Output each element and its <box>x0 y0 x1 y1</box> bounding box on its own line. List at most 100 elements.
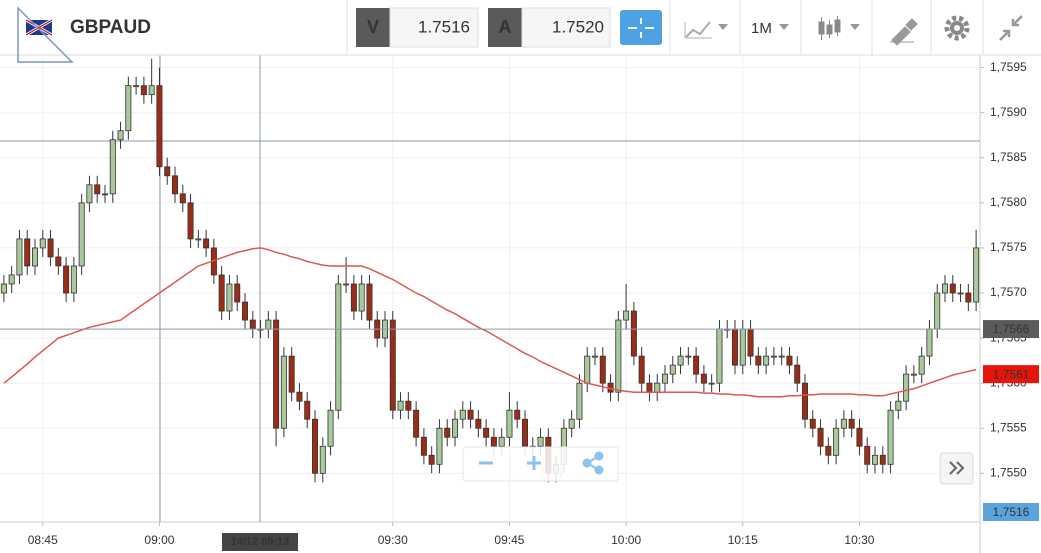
candle-body <box>599 355 606 384</box>
candle-body <box>864 445 871 465</box>
bid-price[interactable]: 1.7516 <box>418 17 470 36</box>
candle-body <box>109 139 116 195</box>
candle-body <box>918 355 925 375</box>
candle-body <box>576 382 583 420</box>
candle-body <box>475 418 482 429</box>
candle-body <box>973 247 980 303</box>
candle-body <box>786 355 793 366</box>
zoom-in[interactable] <box>527 456 541 470</box>
candle-body <box>903 373 910 402</box>
candle-body <box>467 409 474 420</box>
candle-body <box>716 328 723 384</box>
candle-body <box>949 283 956 294</box>
candle-body <box>755 355 762 366</box>
candle-body <box>887 409 894 465</box>
crosshair-time: 14/12 09:13 <box>231 536 290 548</box>
scroll-end-icon <box>949 461 965 475</box>
candle-body <box>133 85 140 88</box>
candle-body <box>78 202 85 267</box>
candle-body <box>817 427 824 447</box>
ask-price[interactable]: 1.7520 <box>552 17 604 36</box>
candle-body <box>327 409 334 447</box>
candle-body <box>234 283 241 303</box>
bid-label: V <box>367 17 379 37</box>
candle-body <box>646 382 653 393</box>
crosshair-button[interactable] <box>620 10 662 45</box>
candle-body <box>218 274 225 312</box>
candle-body <box>164 166 171 177</box>
y-tick-label: 1,7585 <box>990 150 1027 164</box>
candle-body <box>638 355 645 384</box>
candle-body <box>778 355 785 358</box>
candle-body <box>934 292 941 330</box>
candle-body <box>872 454 879 465</box>
candle-body <box>140 85 147 96</box>
y-tick-label: 1,7555 <box>990 420 1027 434</box>
y-tick-label: 1,7595 <box>990 60 1027 74</box>
collapse-button[interactable] <box>999 15 1023 41</box>
candle-body <box>156 85 163 168</box>
candle-body <box>32 247 39 267</box>
bid-box[interactable] <box>389 7 479 48</box>
candle-body <box>47 238 54 258</box>
candle-body <box>677 355 684 366</box>
candle-body <box>802 382 809 420</box>
candle-body <box>413 409 420 438</box>
candle-body <box>249 319 256 330</box>
candle-body <box>187 202 194 240</box>
candle-body <box>86 184 93 204</box>
candle-body <box>94 184 101 195</box>
plot: 1,75501,75551,75601,75651,75701,75751,75… <box>0 55 1041 553</box>
candle-body <box>926 328 933 357</box>
candle-body <box>490 436 497 447</box>
toolbar: GBPAUD V 1.7516 A 1.7520 1M <box>0 0 1041 63</box>
candle-body <box>226 283 233 312</box>
crosshair-time-bg <box>222 533 298 551</box>
candle-body <box>311 418 318 474</box>
candle-body <box>522 418 529 447</box>
x-tick-label: 10:30 <box>844 533 874 547</box>
draw-button[interactable] <box>890 18 918 46</box>
y-axis-bg <box>980 55 1041 553</box>
candle-body <box>685 355 692 358</box>
candle-body <box>763 355 770 366</box>
candle-body <box>358 283 365 312</box>
price-marker-label: 1,7516 <box>993 505 1030 519</box>
y-tick-label: 1,7590 <box>990 105 1027 119</box>
share-button[interactable] <box>582 451 604 475</box>
x-axis-bg <box>0 522 980 553</box>
x-tick-label: 09:30 <box>378 533 408 547</box>
timeframe[interactable]: 1M <box>751 20 772 37</box>
x-tick-label: 09:00 <box>144 533 174 547</box>
candle-body <box>700 373 707 384</box>
candle-body <box>957 292 964 295</box>
y-tick-label: 1,7570 <box>990 285 1027 299</box>
candle-body <box>584 355 591 384</box>
ask-box[interactable] <box>521 7 611 48</box>
candle-body <box>288 355 295 393</box>
candle-body <box>265 319 272 330</box>
candle-type-button[interactable] <box>818 16 860 40</box>
timeframe-caret <box>779 24 789 30</box>
candle-body <box>879 454 886 465</box>
candle-body <box>102 193 109 196</box>
price-marker <box>983 503 1039 521</box>
x-tick-label: 08:45 <box>28 533 58 547</box>
candle-body <box>483 427 490 438</box>
candle-body <box>55 256 62 267</box>
price-marker-label: 1,7566 <box>993 322 1030 336</box>
candle-body <box>16 238 23 276</box>
zoom-controls <box>462 446 974 485</box>
price-marker-label: 1,7561 <box>993 367 1030 381</box>
settings-button[interactable] <box>944 15 970 41</box>
candle-body <box>662 373 669 384</box>
flag-icon <box>17 6 74 63</box>
candle-body <box>506 409 513 438</box>
candle-body <box>809 418 816 429</box>
ask-label-box <box>488 8 522 47</box>
x-tick-label: 09:45 <box>494 533 524 547</box>
candle-body <box>615 319 622 393</box>
candle-body <box>280 355 287 429</box>
chart-type-button[interactable] <box>684 21 728 39</box>
